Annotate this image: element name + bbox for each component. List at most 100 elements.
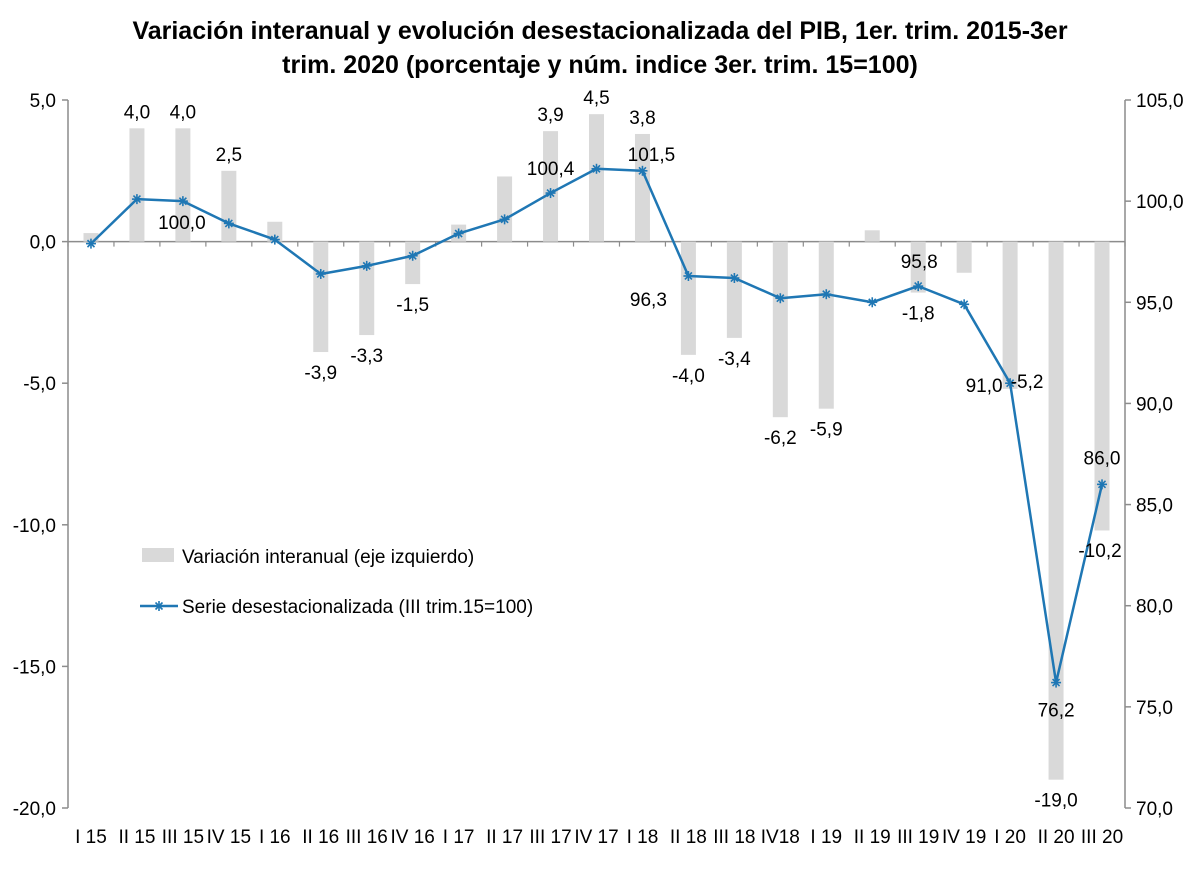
bar-variacion [129,128,145,242]
y-axis-left-tick-label: -5,0 [23,374,56,395]
x-axis-category-label: IV 17 [574,827,618,848]
bar-data-label: -3,3 [350,346,383,367]
line-point-marker [177,196,188,207]
y-axis-right-tick-label: 95,0 [1136,293,1173,314]
line-data-label: 101,5 [628,145,676,166]
y-axis-right-tick-label: 100,0 [1136,192,1184,213]
bar-data-label: -19,0 [1034,791,1077,812]
y-axis-left-tick-label: 5,0 [30,91,56,112]
bar-variacion [634,133,650,242]
y-axis-left-tick-label: -15,0 [13,657,56,678]
x-axis-category-label: III 16 [346,827,388,848]
x-axis-category-label: IV18 [761,827,800,848]
bar-variacion [1094,241,1110,531]
legend-line-label: Serie desestacionalizada (III trim.15=10… [182,597,533,618]
bar-data-label: -5,9 [810,420,843,441]
bar-variacion [221,170,237,242]
line-point-marker [683,270,694,281]
line-point-marker [85,238,96,249]
y-axis-left-tick-label: -10,0 [13,516,56,537]
y-axis-right-tick-label: 90,0 [1136,394,1173,415]
x-axis-category-label: I 19 [810,827,842,848]
line-data-label: 100,4 [527,159,575,180]
line-point-marker [131,194,142,205]
data-labels-group: 4,0 4,0 2,5 -3,9 -3,3 -1,5 3,9 4,5 3,8 -4,0 -3,4 -6… [124,88,1122,812]
legend-line-marker [154,601,164,611]
x-axis-category-label: IV 19 [942,827,986,848]
bar-data-label: 4,0 [124,102,150,123]
bar-data-label: -1,8 [902,304,935,325]
bar-data-label: -5,2 [1011,372,1044,393]
bar-data-label: 4,0 [170,102,196,123]
legend-bar-swatch [142,548,174,562]
line-point-marker [1051,677,1062,688]
y-axis-left-tick-label: -20,0 [13,799,56,820]
bar-variacion [1048,241,1064,780]
x-axis-category-label: III 18 [713,827,755,848]
y-axis-right-tick-label: 80,0 [1136,597,1173,618]
line-point-marker [867,297,878,308]
line-point-marker [591,163,602,174]
x-axis-category-label: II 17 [486,827,523,848]
bar-data-label: 3,9 [537,105,563,126]
x-axis-category-label: I 20 [994,827,1026,848]
x-axis-category-label: II 19 [854,827,891,848]
line-point-marker [407,250,418,261]
line-data-label: 76,2 [1038,701,1075,722]
chart-title-line-2: trim. 2020 (porcentaje y núm. indice 3er… [282,51,918,79]
x-axis-category-label: I 15 [75,827,107,848]
bar-data-label: 2,5 [216,145,242,166]
line-data-label: 91,0 [966,376,1003,397]
line-point-marker [1005,378,1016,389]
bar-data-label: -3,4 [718,349,751,370]
x-axis-category-label: II 16 [302,827,339,848]
bar-variacion [864,230,880,242]
x-axis-category-label: III 17 [529,827,571,848]
bar-data-label: 3,8 [629,108,655,129]
bar-data-label: 4,5 [583,88,609,109]
bar-variacion [359,241,375,336]
bar-variacion [313,241,329,353]
line-point-marker [545,188,556,199]
bar-data-label: -10,2 [1078,541,1121,562]
line-data-label: 100,0 [158,213,206,234]
x-axis-category-label: III 19 [897,827,939,848]
line-point-marker [361,260,372,271]
chart-title: Variación interanual y evolución desesta… [0,14,1200,82]
y-axis-right-tick-label: 75,0 [1136,698,1173,719]
bar-variacion [772,241,788,418]
y-axis-left-tick-label: 0,0 [30,233,56,254]
line-data-label: 96,3 [630,290,667,311]
bar-variacion [680,241,696,355]
line-data-label: 86,0 [1084,448,1121,469]
bar-variacion [726,241,742,338]
line-point-marker [223,218,234,229]
bar-variacion [589,114,604,242]
x-axis-category-label: II 18 [670,827,707,848]
bar-variacion [956,241,972,273]
x-axis-category-label: I 16 [259,827,291,848]
legend-group: Variación interanual (eje izquierdo) Seri… [140,547,533,618]
x-axis-category-label: IV 16 [390,827,434,848]
chart-title-line-1: Variación interanual y evolución desesta… [132,17,1068,45]
line-point-marker [269,234,280,245]
y-axis-right-tick-label: 85,0 [1136,496,1173,517]
bars-group [83,114,1110,780]
legend-bar-label: Variación interanual (eje izquierdo) [182,547,474,568]
axes-group: 5,0 0,0 -5,0 -10,0 -15,0 -20,0 105,0 100,0 95,0 9… [13,91,1184,848]
x-axis-category-label: II 20 [1038,827,1075,848]
y-axis-right-tick-label: 105,0 [1136,91,1184,112]
line-point-marker [499,214,510,225]
bar-variacion [175,128,191,242]
bar-data-label: -1,5 [396,295,429,316]
bar-variacion [543,131,559,242]
bar-variacion [497,176,513,242]
x-axis-category-label: II 15 [118,827,155,848]
line-point-marker [315,268,326,279]
bar-data-label: -4,0 [672,366,705,387]
x-axis-category-label: III 15 [162,827,204,848]
line-point-marker [775,293,786,304]
bar-variacion [910,241,926,293]
